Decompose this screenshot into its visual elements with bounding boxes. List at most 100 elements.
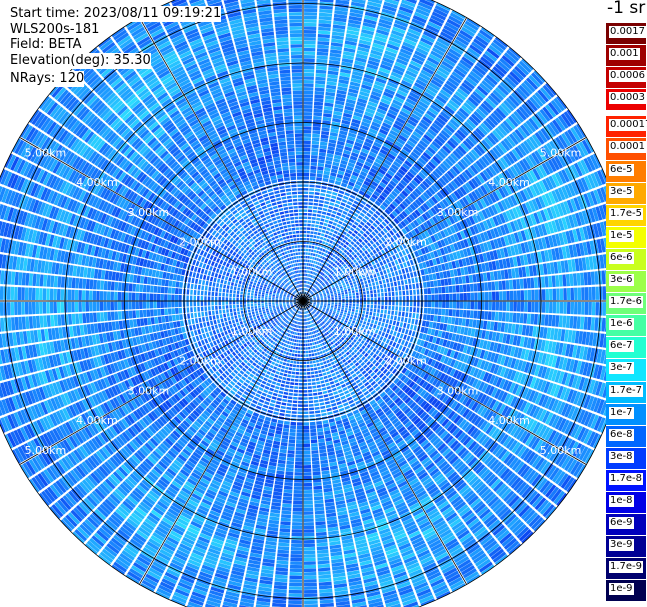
beta-cell (319, 362, 324, 366)
beta-cell (374, 305, 377, 309)
beta-cell (385, 600, 400, 607)
beta-cell (447, 410, 456, 420)
beta-cell (336, 312, 340, 315)
beta-cell (444, 396, 453, 406)
beta-cell (511, 521, 525, 534)
beta-cell (244, 451, 253, 457)
beta-cell (367, 349, 372, 354)
beta-cell (354, 331, 358, 336)
beta-cell (279, 449, 287, 454)
beta-cell (572, 359, 579, 373)
beta-cell (337, 318, 341, 322)
beta-cell (427, 301, 432, 308)
beta-cell (386, 345, 391, 351)
beta-cell (236, 448, 245, 454)
beta-cell (568, 344, 575, 358)
beta-cell (273, 487, 283, 493)
beta-cell (433, 315, 438, 322)
beta-cell (592, 364, 600, 379)
beta-cell (324, 495, 334, 500)
beta-cell (488, 545, 502, 558)
beta-cell (281, 365, 286, 369)
beta-cell (532, 421, 541, 434)
beta-cell (306, 318, 309, 321)
beta-cell (292, 400, 298, 404)
beta-cell (254, 424, 262, 430)
beta-cell (228, 467, 238, 474)
beta-cell (326, 516, 337, 521)
beta-cell (374, 395, 382, 402)
beta-cell (366, 330, 371, 335)
beta-cell (578, 376, 586, 391)
beta-cell (445, 468, 456, 478)
beta-cell (287, 446, 295, 451)
beta-cell (601, 317, 606, 332)
beta-cell (416, 307, 420, 313)
beta-cell (311, 331, 314, 335)
beta-cell (311, 338, 314, 342)
beta-cell (260, 314, 263, 318)
beta-cell (375, 483, 385, 491)
beta-cell (494, 388, 502, 400)
beta-cell (303, 493, 313, 498)
beta-cell (353, 385, 359, 390)
beta-cell (270, 454, 278, 460)
beta-cell (315, 374, 319, 378)
beta-cell (506, 394, 515, 406)
beta-cell (271, 498, 282, 503)
beta-cell (454, 460, 464, 471)
beta-cell (276, 556, 289, 561)
beta-cell (303, 411, 309, 415)
beta-cell (340, 332, 344, 336)
beta-cell (412, 445, 422, 454)
beta-cell (289, 389, 294, 393)
beta-cell (479, 339, 485, 349)
beta-cell (596, 349, 603, 363)
beta-cell (365, 393, 372, 399)
beta-cell (384, 355, 389, 361)
beta-cell (349, 301, 352, 304)
beta-cell (555, 451, 565, 466)
beta-cell (561, 419, 570, 433)
beta-cell (419, 411, 428, 419)
beta-cell (489, 442, 499, 453)
beta-cell (283, 358, 288, 362)
beta-cell (423, 307, 428, 314)
beta-cell (348, 467, 358, 473)
beta-cell (432, 492, 443, 501)
beta-cell (356, 351, 361, 356)
beta-cell (468, 377, 476, 387)
beta-cell (199, 334, 203, 340)
beta-cell (303, 514, 314, 519)
beta-cell (383, 406, 391, 414)
beta-cell (511, 441, 521, 454)
beta-cell (432, 322, 437, 329)
beta-cell (314, 313, 318, 316)
beta-cell (259, 353, 263, 358)
beta-cell (319, 602, 334, 607)
beta-cell (432, 378, 439, 386)
beta-cell (544, 340, 550, 352)
beta-cell (320, 331, 324, 334)
beta-cell (309, 303, 313, 305)
beta-cell (331, 320, 335, 324)
beta-cell (290, 327, 293, 330)
beta-cell (330, 551, 343, 557)
beta-cell (520, 301, 525, 312)
beta-cell (313, 396, 319, 400)
beta-cell (468, 475, 479, 486)
beta-cell (383, 503, 394, 511)
beta-cell (489, 363, 497, 374)
beta-cell (363, 390, 370, 396)
beta-cell (495, 402, 503, 413)
beta-cell (344, 450, 352, 456)
beta-cell (234, 355, 240, 360)
beta-cell (493, 480, 504, 492)
beta-cell (505, 334, 511, 344)
beta-cell (449, 579, 465, 590)
beta-cell (290, 356, 294, 360)
beta-cell (223, 545, 236, 553)
beta-cell (328, 338, 332, 342)
beta-cell (286, 457, 295, 462)
beta-cell (348, 577, 362, 583)
